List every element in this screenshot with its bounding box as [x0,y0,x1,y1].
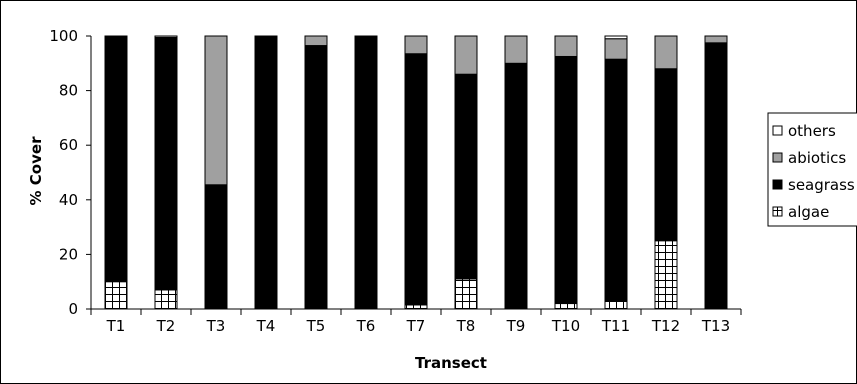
bar-segment-algae-T10 [554,303,578,310]
legend-swatch-abiotics [772,152,783,163]
axes-layer: 0 20 40 60 80 100 T1 T2 T3 T4 T5 T6 T7 T8 T9 T10 T11 T12 T… [49,27,742,335]
bar-segment-abiotics-T12 [654,35,678,70]
legend-label-abiotics: abiotics [788,149,846,167]
x-tick-label: T6 [356,317,376,335]
bar-segment-seagrass-T10 [554,55,578,305]
x-tick-label: T4 [256,317,276,335]
bar-segment-seagrass-T1 [104,35,128,283]
bar-segment-algae-T1 [104,281,128,310]
legend-label-others: others [788,122,836,140]
bar-segment-abiotics-T3 [204,35,228,186]
bar-segment-seagrass-T12 [654,68,678,242]
bar-segment-seagrass-T5 [304,45,328,310]
x-tick-label: T9 [506,317,526,335]
bar-segment-abiotics-T9 [504,35,528,64]
legend-label-algae: algae [788,203,829,221]
bar-segment-algae-T8 [454,278,478,310]
x-axis-title: Transect [415,354,487,372]
x-tick-label: T10 [551,317,580,335]
bar-segment-abiotics-T7 [404,35,428,55]
x-tick-label: T5 [306,317,326,335]
bar-segment-abiotics-T13 [704,35,728,44]
y-tick-label: 20 [59,245,78,263]
bar-segment-seagrass-T2 [154,36,178,291]
bar-segment-seagrass-T9 [504,62,528,310]
legend-swatch-others [772,125,783,136]
y-tick-label: 80 [59,82,78,100]
y-tick-label: 60 [59,136,78,154]
bar-segment-algae-T7 [404,304,428,310]
bar-segment-abiotics-T8 [454,35,478,75]
bar-segment-abiotics-T10 [554,35,578,57]
x-tick-label: T1 [106,317,126,335]
bar-segment-seagrass-T6 [354,35,378,310]
y-tick-label: 0 [68,300,78,318]
bar-segment-abiotics-T5 [304,35,328,47]
legend-label-seagrass: seagrass [788,176,855,194]
legend-swatch-seagrass [772,179,783,190]
bar-segment-algae-T11 [604,300,628,310]
y-tick-label: 40 [59,191,78,209]
bar-segment-others-T11 [604,35,628,40]
legend: others abiotics seagrass algae [767,112,857,227]
bar-segment-seagrass-T7 [404,53,428,306]
bar-segment-seagrass-T4 [254,35,278,310]
x-tick-label: T8 [456,317,476,335]
x-tick-label: T11 [601,317,630,335]
bar-segment-abiotics-T11 [604,38,628,60]
bar-segment-algae-T2 [154,289,178,310]
bar-segment-seagrass-T8 [454,73,478,280]
bar-segment-seagrass-T3 [204,184,228,310]
legend-swatch-algae [772,206,783,217]
bar-segment-others-T2 [154,35,178,38]
x-tick-label: T2 [156,317,176,335]
x-tick-label: T12 [651,317,680,335]
y-axis-title: % Cover [27,136,45,206]
bars-layer [104,35,728,310]
y-tick-label: 100 [49,27,78,45]
x-tick-label: T7 [406,317,426,335]
x-tick-label: T13 [701,317,730,335]
x-tick-label: T3 [206,317,226,335]
bar-segment-algae-T12 [654,240,678,310]
legend-box [767,112,857,227]
bar-segment-seagrass-T11 [604,58,628,302]
bar-segment-seagrass-T13 [704,42,728,310]
